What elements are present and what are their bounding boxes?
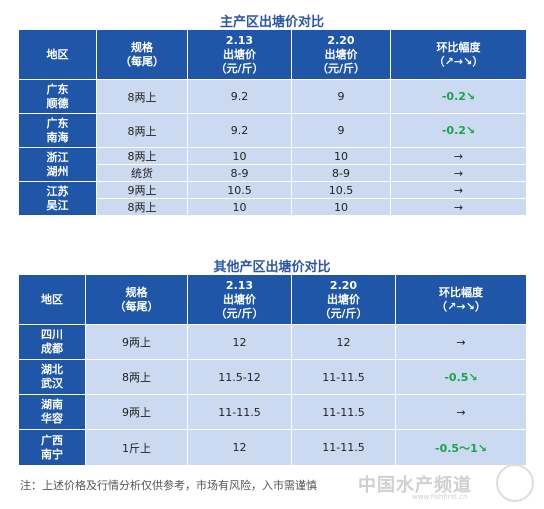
region-cell: 浙江 湖州 [18,147,97,182]
price-date1-cell: 9.2 [187,79,292,114]
table-row: 江苏 吴江 9两上 10.5 10.5 → [18,181,527,216]
region-cell: 江苏 吴江 [18,181,97,216]
main-header-change: 环比幅度 （↗→↘） [390,29,527,80]
price-date1-cell: 8-9 [187,164,292,182]
price-date2-cell: 11-11.5 [291,429,396,466]
main-header-region: 地区 [18,29,97,80]
price-date1-cell: 9.2 [187,113,292,148]
change-cell: → [390,147,527,165]
change-cell: → [395,394,527,430]
spec-cell: 9两上 [85,324,188,360]
other-header-spec: 规格 （每尾） [85,274,188,325]
price-date2-cell: 12 [291,324,396,360]
change-cell: → [395,324,527,360]
other-table-title: 其他产区出塘价对比 [213,260,331,275]
price-date2-cell: 9 [291,113,391,148]
main-table-title: 主产区出塘价对比 [219,15,324,30]
change-cell: -0.2↘ [390,113,527,148]
spec-cell: 1斤上 [85,429,188,466]
main-header-spec: 规格 （每尾） [96,29,188,80]
watermark-logo-text: 中国水产频道 [358,475,472,496]
region-cell: 广东 南海 [18,113,97,148]
region-cell: 湖南 华容 [18,394,86,430]
other-header-date1: 2.13 出塘价 （元/斤） [187,274,292,325]
price-date1-cell: 10 [187,147,292,165]
price-date1-cell: 12 [187,429,292,466]
spec-cell: 9两上 [96,181,188,199]
other-header-row: 地区 规格 （每尾） 2.13 出塘价 （元/斤） 2.20 出塘价 （元/斤） 环比幅度… [18,274,527,325]
spec-cell: 9两上 [85,394,188,430]
watermark-logo-icon [496,464,534,502]
spec-cell: 统货 [96,164,188,182]
spec-cell: 8两上 [85,359,188,395]
change-cell: -0.5↘ [395,359,527,395]
price-date2-cell: 11-11.5 [291,394,396,430]
table-row: 统货 8-9 8-9 → [19,164,527,182]
watermark-url: www.fishfirst.cn [412,493,468,501]
spec-cell: 8两上 [96,113,188,148]
table-row: 湖南 华容 9两上 11-11.5 11-11.5 → [18,394,527,430]
main-header-date2: 2.20 出塘价 （元/斤） [291,29,391,80]
region-cell: 广东 顺德 [18,79,97,114]
table-row: 8两上 10 10 → [19,198,527,216]
price-date1-cell: 11.5-12 [187,359,292,395]
main-price-table: 地区 规格 （每尾） 2.13 出塘价 （元/斤） 2.20 出塘价 （元/斤） 环比幅度… [18,29,527,216]
region-cell: 广西 南宁 [18,429,86,466]
other-header-change: 环比幅度 （↗→↘） [395,274,527,325]
change-cell: -0.5～1↘ [395,429,527,466]
spec-cell: 8两上 [96,147,188,165]
region-cell: 四川 成都 [18,324,86,360]
table-row: 湖北 武汉 8两上 11.5-12 11-11.5 -0.5↘ [18,359,527,395]
other-header-date2: 2.20 出塘价 （元/斤） [291,274,396,325]
price-date1-cell: 12 [187,324,292,360]
price-date1-cell: 10 [187,198,292,216]
price-date2-cell: 10.5 [291,181,391,199]
price-date2-cell: 10 [291,198,391,216]
table-row: 浙江 湖州 8两上 10 10 → [18,147,527,182]
region-cell: 湖北 武汉 [18,359,86,395]
spec-cell: 8两上 [96,198,188,216]
price-date1-cell: 11-11.5 [187,394,292,430]
other-header-region: 地区 [18,274,86,325]
price-date2-cell: 10 [291,147,391,165]
table-row: 广东 顺德 8两上 9.2 9 -0.2↘ [18,79,527,114]
table-row: 广东 南海 8两上 9.2 9 -0.2↘ [18,113,527,148]
other-price-table: 地区 规格 （每尾） 2.13 出塘价 （元/斤） 2.20 出塘价 （元/斤） 环比幅度… [18,274,527,466]
spec-cell: 8两上 [96,79,188,114]
table-row: 四川 成都 9两上 12 12 → [18,324,527,360]
main-header-date1: 2.13 出塘价 （元/斤） [187,29,292,80]
change-cell: -0.2↘ [390,79,527,114]
main-header-row: 地区 规格 （每尾） 2.13 出塘价 （元/斤） 2.20 出塘价 （元/斤） 环比幅度… [18,29,527,80]
price-date2-cell: 11-11.5 [291,359,396,395]
price-date2-cell: 8-9 [291,164,391,182]
disclaimer-note: 注：上述价格及行情分析仅供参考，市场有风险，入市需谨慎 [20,479,317,492]
price-date2-cell: 9 [291,79,391,114]
change-cell: → [390,198,527,216]
price-date1-cell: 10.5 [187,181,292,199]
change-cell: → [390,181,527,199]
table-row: 广西 南宁 1斤上 12 11-11.5 -0.5～1↘ [18,429,527,466]
change-cell: → [390,164,527,182]
